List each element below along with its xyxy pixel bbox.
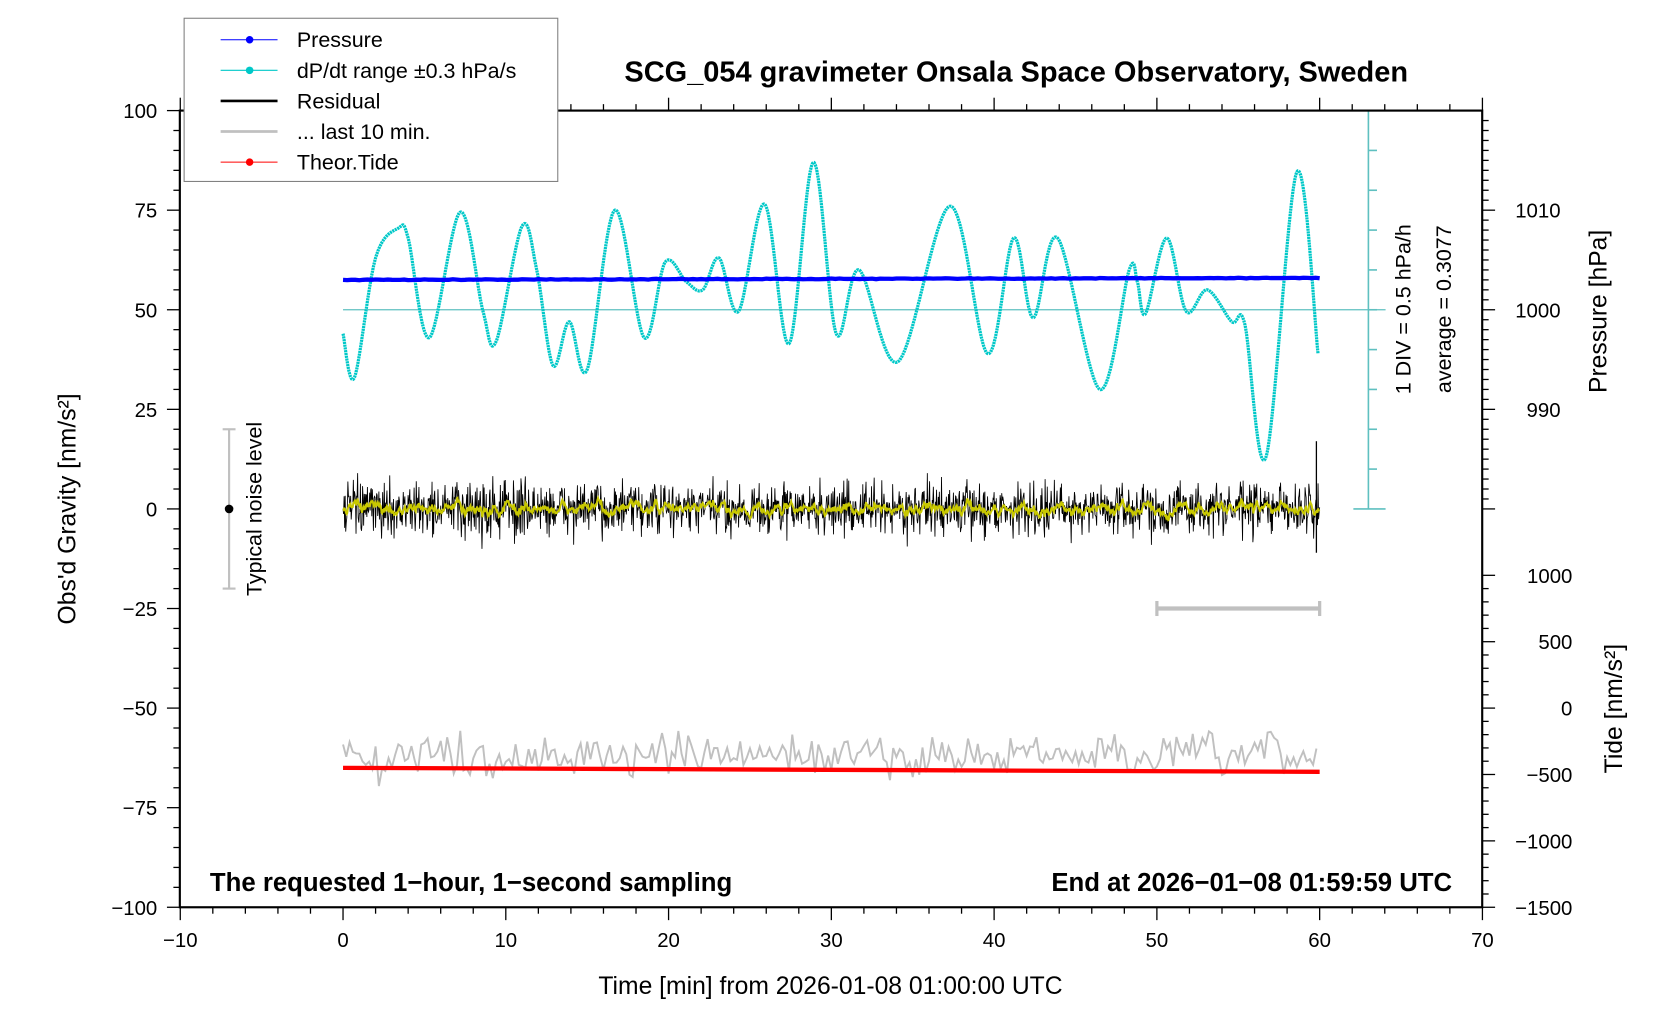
legend-label: Pressure (297, 28, 383, 52)
legend-box (183, 17, 559, 182)
legend-marker (245, 66, 254, 75)
x-tick-label: −10 (163, 930, 198, 952)
noise-level-dot (224, 504, 234, 514)
noise-level-label: Typical noise level (242, 422, 266, 596)
pressure-axis-label: Pressure [hPa] (1586, 230, 1613, 393)
y-tick-label: −25 (123, 599, 158, 621)
tide-axis-label: Tide [nm/s²] (1601, 644, 1628, 773)
chart-title: SCG_054 gravimeter Onsala Space Observat… (624, 57, 1408, 89)
legend-label: dP/dt range ±0.3 hPa/s (297, 59, 516, 83)
x-tick-label: 0 (337, 930, 348, 952)
y-axis-label: Obs'd Gravity [nm/s²] (55, 393, 82, 624)
x-tick-label: 20 (657, 930, 680, 952)
y-tick-label: 100 (123, 101, 157, 123)
tide-tick-label: −1000 (1515, 831, 1572, 853)
tide-series-line (343, 765, 1320, 774)
legend-marker (245, 35, 254, 44)
dpdt-average-label: average = 0.3077 (1432, 225, 1456, 393)
smoothed-residual-line (342, 494, 1321, 522)
pressure-tick-label: 990 (1527, 400, 1561, 422)
y-tick-label: 25 (135, 400, 158, 422)
tide-tick-label: 0 (1561, 699, 1572, 721)
x-tick-label: 10 (494, 930, 517, 952)
y-tick-label: 50 (135, 300, 158, 322)
x-tick-label: 70 (1471, 930, 1494, 952)
legend-label: Theor.Tide (297, 151, 399, 175)
x-tick-label: 40 (983, 930, 1006, 952)
x-tick-label: 30 (820, 930, 843, 952)
dpdt-series-line (341, 160, 1320, 462)
x-tick-label: 60 (1308, 930, 1331, 952)
pressure-tick-label: 1000 (1515, 300, 1560, 322)
tide-tick-label: 1000 (1527, 566, 1572, 588)
tide-tick-label: 500 (1538, 632, 1572, 654)
y-tick-label: −50 (123, 699, 158, 721)
y-tick-label: −75 (123, 798, 158, 820)
pressure-tick-label: 1010 (1515, 201, 1560, 223)
last-10-min-series-line (342, 729, 1318, 787)
tide-tick-label: −500 (1526, 765, 1572, 787)
legend-label: ... last 10 min. (297, 120, 431, 144)
dpdt-division-label: 1 DIV = 0.5 hPa/h (1391, 224, 1415, 394)
plot-marks (222, 110, 1386, 787)
axis-ticks: −10 0 10 20 30 40 50 60 701007550250−25−50−75−10… (111, 97, 1572, 952)
legend: Pressure dP/dt range ±0.3 hPa/s Residual..… (183, 17, 559, 182)
y-tick-label: 0 (146, 499, 157, 521)
residual-series-line (342, 473, 1321, 549)
sampling-note: The requested 1−hour, 1−second sampling (210, 869, 732, 897)
legend-marker (245, 158, 254, 166)
x-tick-label: 50 (1146, 930, 1169, 952)
pressure-series-line (342, 275, 1320, 283)
y-tick-label: −100 (111, 898, 157, 920)
y-tick-label: 75 (135, 201, 158, 223)
x-axis-label: Time [min] from 2026-01-08 01:00:00 UTC (598, 973, 1062, 1000)
tide-tick-label: −1500 (1515, 898, 1572, 920)
legend-label: Residual (297, 89, 381, 113)
end-time-note: End at 2026−01−08 01:59:59 UTC (1051, 869, 1452, 897)
